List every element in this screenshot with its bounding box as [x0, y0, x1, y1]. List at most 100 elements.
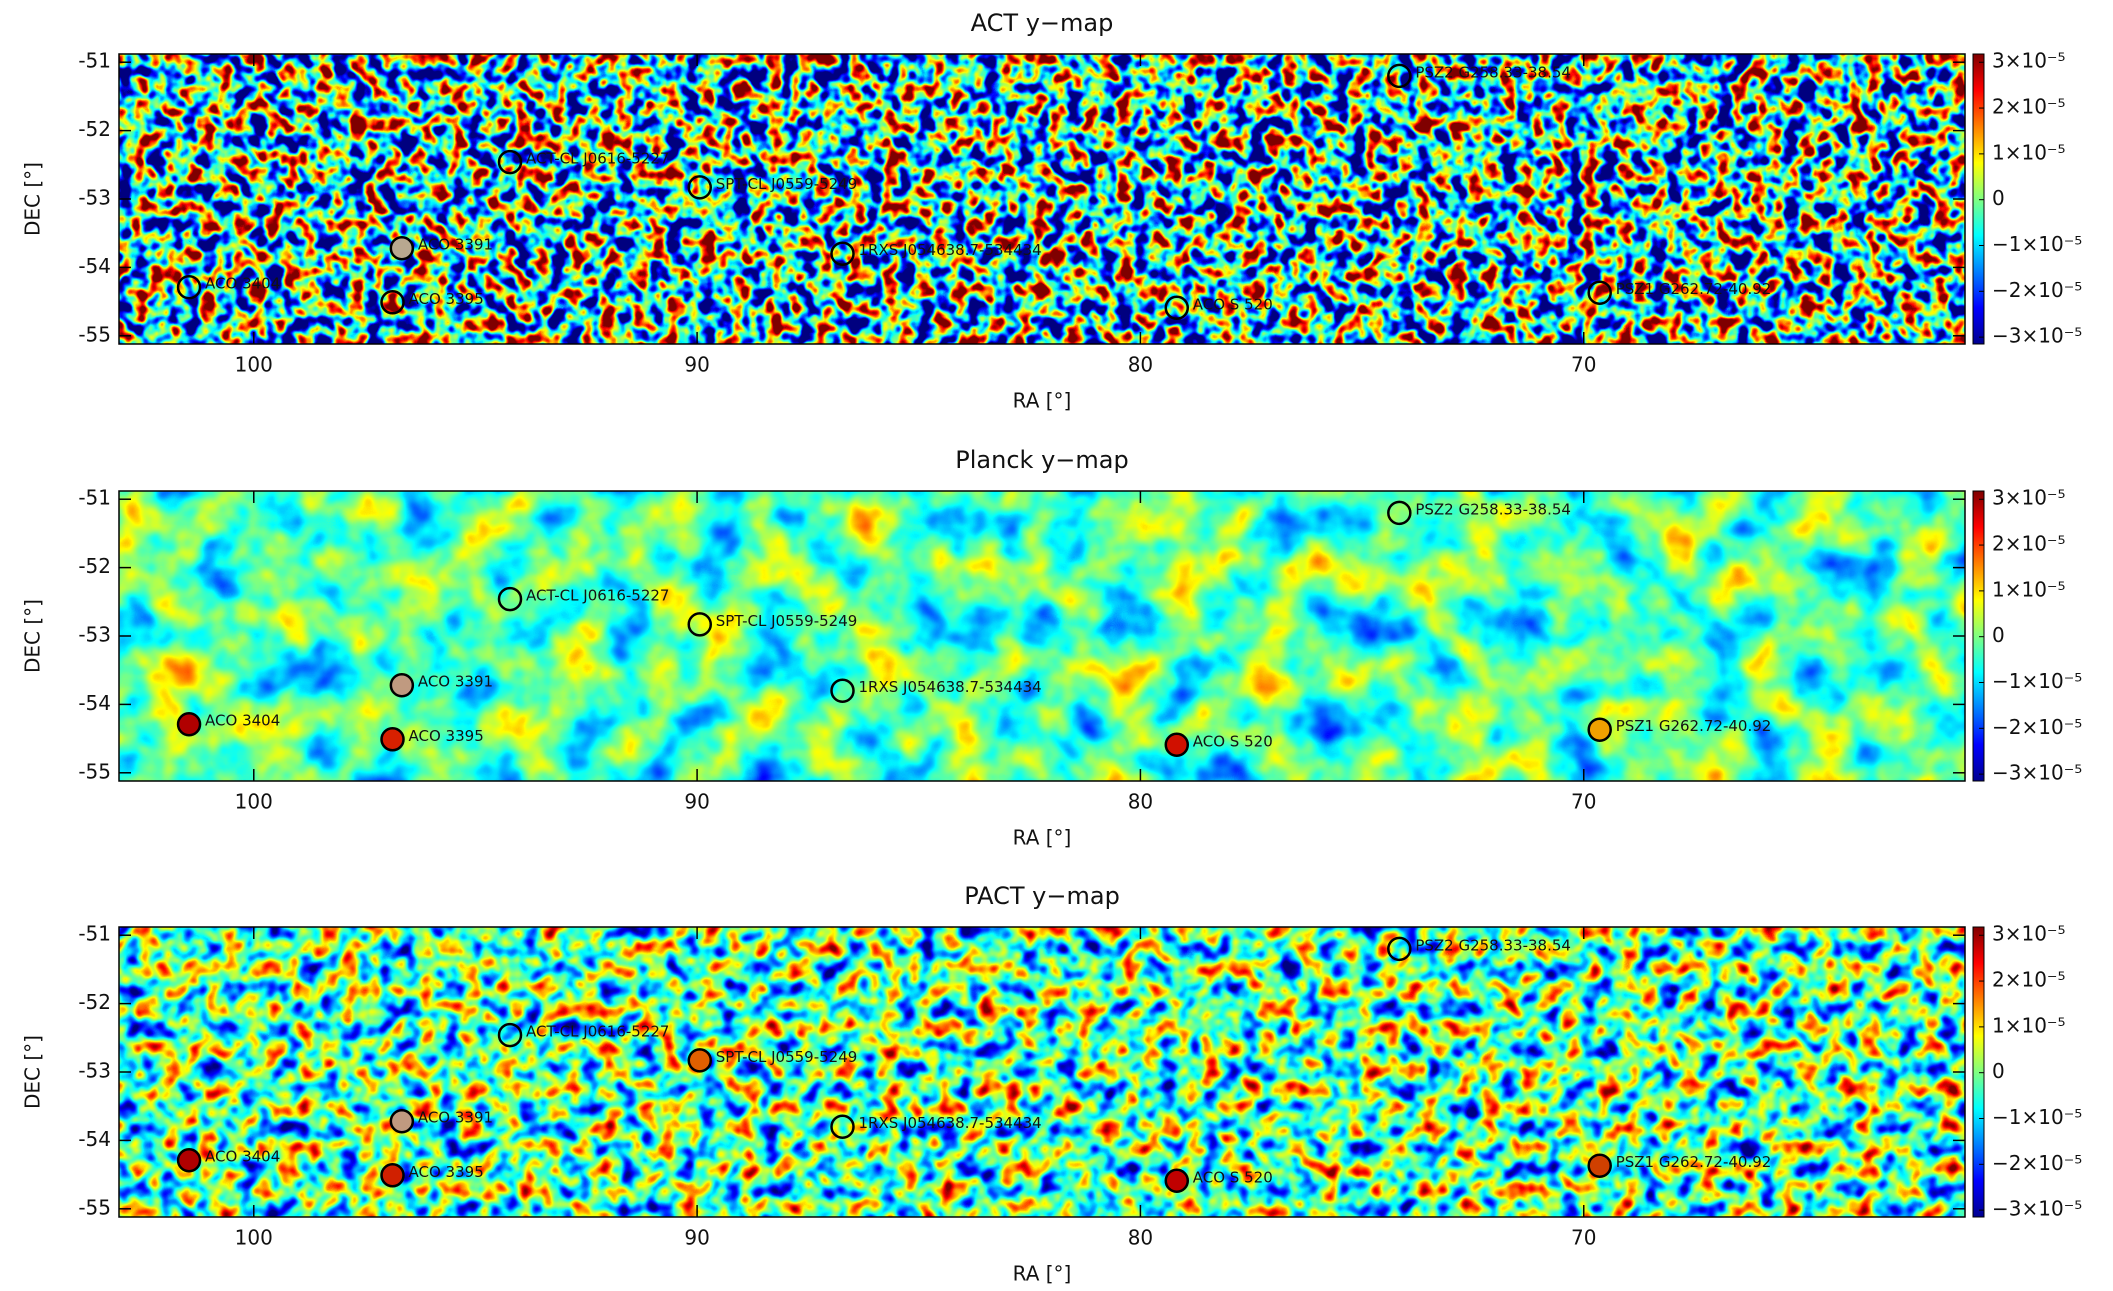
colorbar-tick-label: −1×10⁻⁵	[1992, 669, 2082, 693]
colorbar-tick-label: 1×10⁻⁵	[1992, 577, 2066, 601]
cluster-label: ACO 3404	[205, 712, 280, 730]
cluster-label: ACO 3404	[205, 275, 280, 293]
cluster-marker	[1166, 1170, 1188, 1192]
cluster-marker	[178, 1149, 200, 1171]
x-tick-label: 70	[1571, 790, 1596, 814]
x-tick-label: 100	[235, 790, 273, 814]
y-tick-label: -54	[78, 691, 111, 715]
y-tick-label: -53	[78, 1059, 111, 1083]
x-tick-label: 70	[1571, 1226, 1596, 1250]
colorbar-tick-label: 3×10⁻⁵	[1992, 486, 2066, 510]
cluster-label: ACT-CL J0616-5227	[526, 150, 669, 168]
cluster-label: SPT-CL J0559-5249	[716, 1048, 858, 1066]
y-axis-label: DEC [°]	[21, 162, 45, 236]
cluster-label: ACO 3391	[418, 1109, 493, 1127]
cluster-label: ACO S 520	[1193, 732, 1273, 750]
y-tick-label: -54	[78, 1127, 111, 1151]
x-axis-label: RA [°]	[1013, 389, 1072, 413]
colorbar-tick-label: 0	[1992, 623, 2005, 647]
colorbar-tick-label: 2×10⁻⁵	[1992, 968, 2066, 992]
cluster-label: PSZ1 G262.72-40.92	[1616, 1153, 1772, 1171]
colorbar-tick-label: −3×10⁻⁵	[1992, 1197, 2082, 1221]
colorbar-tick-label: −2×10⁻⁵	[1992, 715, 2082, 739]
colorbar-tick-label: 1×10⁻⁵	[1992, 1013, 2066, 1037]
y-tick-label: -51	[78, 922, 111, 946]
y-tick-label: -55	[78, 1195, 111, 1219]
cluster-label: 1RXS J054638.7-534434	[859, 678, 1042, 696]
panel-title: PACT y−map	[964, 882, 1120, 910]
cluster-label: ACO 3395	[409, 727, 484, 745]
x-tick-label: 90	[684, 790, 709, 814]
cluster-label: 1RXS J054638.7-534434	[859, 241, 1042, 259]
y-axis-label: DEC [°]	[21, 599, 45, 673]
cluster-label: PSZ2 G258.33-38.54	[1415, 936, 1571, 954]
cluster-label: ACO S 520	[1193, 295, 1273, 313]
map-image	[119, 54, 1965, 344]
x-tick-label: 90	[684, 353, 709, 377]
cluster-label: ACT-CL J0616-5227	[526, 587, 669, 605]
cluster-marker	[391, 237, 413, 259]
y-tick-label: -53	[78, 623, 111, 647]
cluster-label: ACO 3404	[205, 1148, 280, 1166]
colorbar	[1973, 54, 1984, 344]
cluster-marker	[391, 674, 413, 696]
colorbar-tick-label: 2×10⁻⁵	[1992, 532, 2066, 556]
colorbar	[1973, 491, 1984, 781]
cluster-marker	[689, 1049, 711, 1071]
cluster-label: 1RXS J054638.7-534434	[859, 1114, 1042, 1132]
cluster-label: SPT-CL J0559-5249	[716, 612, 858, 630]
y-tick-label: -52	[78, 117, 111, 141]
cluster-label: ACO 3391	[418, 673, 493, 691]
cluster-marker	[1166, 734, 1188, 756]
cluster-marker	[391, 1110, 413, 1132]
colorbar-tick-label: 0	[1992, 1059, 2005, 1083]
cluster-label: ACO 3395	[409, 290, 484, 308]
colorbar-tick-label: −3×10⁻⁵	[1992, 324, 2082, 348]
cluster-label: SPT-CL J0559-5249	[716, 175, 858, 193]
x-tick-label: 80	[1128, 790, 1153, 814]
x-tick-label: 100	[235, 353, 273, 377]
colorbar	[1973, 927, 1984, 1217]
y-tick-label: -55	[78, 322, 111, 346]
cluster-label: ACO 3395	[409, 1163, 484, 1181]
y-tick-label: -51	[78, 49, 111, 73]
colorbar-tick-label: 0	[1992, 186, 2005, 210]
y-tick-label: -54	[78, 254, 111, 278]
cluster-label: ACO 3391	[418, 236, 493, 254]
colorbar-tick-label: −3×10⁻⁵	[1992, 761, 2082, 785]
colorbar-tick-label: 2×10⁻⁵	[1992, 95, 2066, 119]
colorbar-tick-label: −1×10⁻⁵	[1992, 1105, 2082, 1129]
cluster-label: ACT-CL J0616-5227	[526, 1023, 669, 1041]
x-tick-label: 70	[1571, 353, 1596, 377]
cluster-label: PSZ2 G258.33-38.54	[1415, 63, 1571, 81]
x-axis-label: RA [°]	[1013, 1262, 1072, 1286]
colorbar-tick-label: −1×10⁻⁵	[1992, 232, 2082, 256]
x-axis-label: RA [°]	[1013, 826, 1072, 850]
x-tick-label: 100	[235, 1226, 273, 1250]
y-tick-label: -52	[78, 990, 111, 1014]
cluster-label: PSZ1 G262.72-40.92	[1616, 280, 1772, 298]
panel-title: Planck y−map	[955, 446, 1128, 474]
cluster-label: PSZ2 G258.33-38.54	[1415, 500, 1571, 518]
y-axis-label: DEC [°]	[21, 1035, 45, 1109]
colorbar-tick-label: −2×10⁻⁵	[1992, 278, 2082, 302]
cluster-marker	[1589, 1155, 1611, 1177]
cluster-label: ACO S 520	[1193, 1168, 1273, 1186]
colorbar-tick-label: 1×10⁻⁵	[1992, 140, 2066, 164]
page: ACT y−map 100 90 80 70 -51 -52 -53 -54 -55 RA [°] D…	[0, 0, 2113, 1291]
y-tick-label: -55	[78, 759, 111, 783]
cluster-marker	[382, 728, 404, 750]
cluster-marker	[1589, 719, 1611, 741]
colorbar-tick-label: 3×10⁻⁵	[1992, 922, 2066, 946]
x-tick-label: 80	[1128, 353, 1153, 377]
cluster-marker	[382, 1164, 404, 1186]
panel-title: ACT y−map	[971, 9, 1114, 37]
y-tick-label: -51	[78, 486, 111, 510]
x-tick-label: 90	[684, 1226, 709, 1250]
y-tick-label: -52	[78, 554, 111, 578]
figure: ACT y−map 100 90 80 70 -51 -52 -53 -54 -55 RA [°] D…	[0, 0, 2113, 1291]
cluster-label: PSZ1 G262.72-40.92	[1616, 717, 1772, 735]
x-tick-label: 80	[1128, 1226, 1153, 1250]
y-tick-label: -53	[78, 186, 111, 210]
cluster-marker	[178, 713, 200, 735]
